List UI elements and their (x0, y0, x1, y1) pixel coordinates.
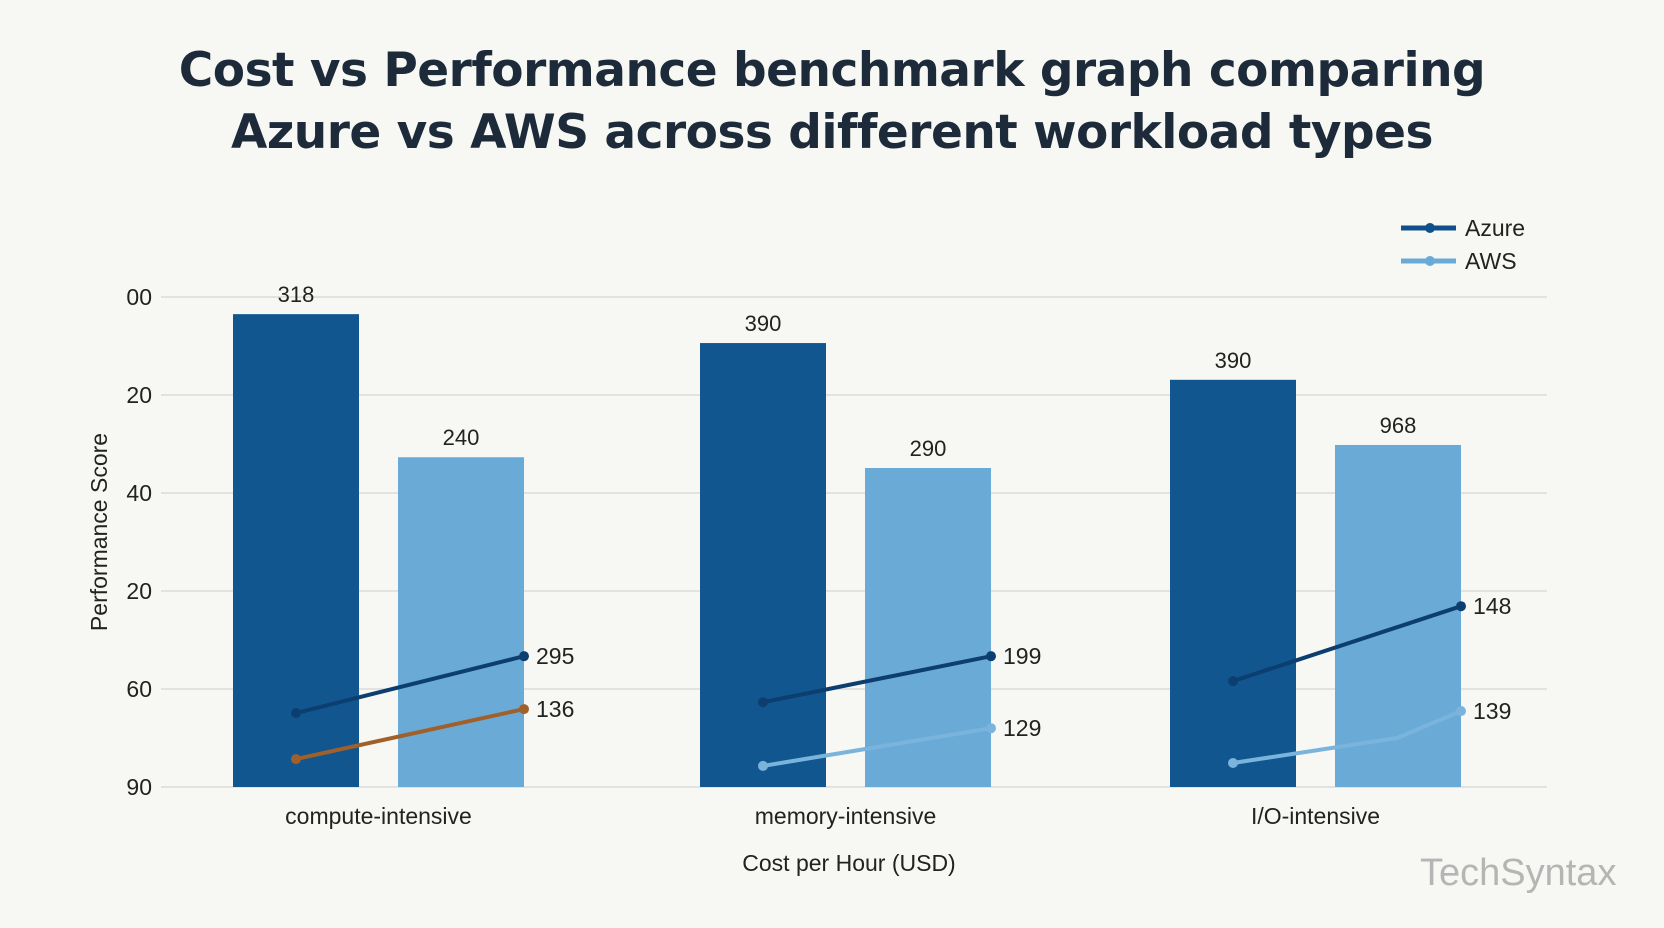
line-point (1456, 706, 1466, 717)
x-tick-label: memory-intensive (755, 803, 937, 829)
line-end-label: 295 (536, 643, 574, 669)
y-tick-label: 40 (126, 480, 152, 506)
series-line (294, 707, 526, 762)
chart-title: Cost vs Performance benchmark graph comp… (0, 40, 1664, 164)
legend-label-aws: AWS (1465, 248, 1517, 274)
y-tick-label: 60 (126, 676, 152, 702)
chart-title-line-2: Azure vs AWS across different workload t… (231, 105, 1434, 160)
line-end-label: 148 (1473, 593, 1511, 619)
line-end-label: 139 (1473, 698, 1511, 724)
bar-azure (1170, 379, 1296, 787)
line-end-label: 199 (1003, 643, 1041, 669)
bar-aws (398, 457, 524, 787)
line-point (986, 651, 996, 662)
line-end-label: 136 (536, 696, 574, 722)
line-point (758, 697, 768, 708)
line-point (986, 723, 996, 734)
x-tick-label: compute-intensive (285, 803, 472, 829)
watermark-logo: TechSyntax (1420, 852, 1617, 894)
chart-title-line-1: Cost vs Performance benchmark graph comp… (178, 43, 1486, 98)
bar-aws (1335, 444, 1461, 787)
series-line (1231, 709, 1463, 765)
legend-marker-aws (1425, 256, 1435, 266)
legend-marker-azure (1425, 223, 1435, 233)
line-point (1456, 601, 1466, 612)
bar-label-azure: 390 (745, 311, 782, 336)
legend-label-azure: Azure (1465, 215, 1525, 241)
bar-azure (700, 343, 826, 787)
y-axis-title: Performance Score (86, 433, 112, 631)
y-tick-label: 20 (126, 382, 152, 408)
series-line (294, 654, 526, 716)
line-point (291, 708, 301, 719)
line-point (519, 704, 529, 715)
line-point (1228, 676, 1238, 687)
line-point (758, 760, 768, 771)
bar-label-azure: 318 (278, 282, 315, 307)
line-point (519, 651, 529, 662)
bar-aws (865, 468, 991, 787)
line-end-label: 129 (1003, 715, 1041, 741)
line-point (291, 754, 301, 765)
y-tick-label: 00 (126, 284, 152, 310)
bar-label-aws: 240 (443, 425, 480, 450)
y-tick-label: 20 (126, 578, 152, 604)
line-point (1228, 757, 1238, 768)
bar-label-aws: 290 (910, 436, 947, 461)
x-axis-title: Cost per Hour (USD) (742, 850, 955, 876)
x-tick-label: I/O-intensive (1251, 803, 1380, 829)
bar-label-aws: 968 (1380, 413, 1417, 438)
bar-label-azure: 390 (1215, 348, 1252, 373)
series-line (761, 726, 993, 768)
series-line (761, 654, 993, 705)
y-tick-label: 90 (126, 774, 152, 800)
series-line (1231, 604, 1463, 684)
